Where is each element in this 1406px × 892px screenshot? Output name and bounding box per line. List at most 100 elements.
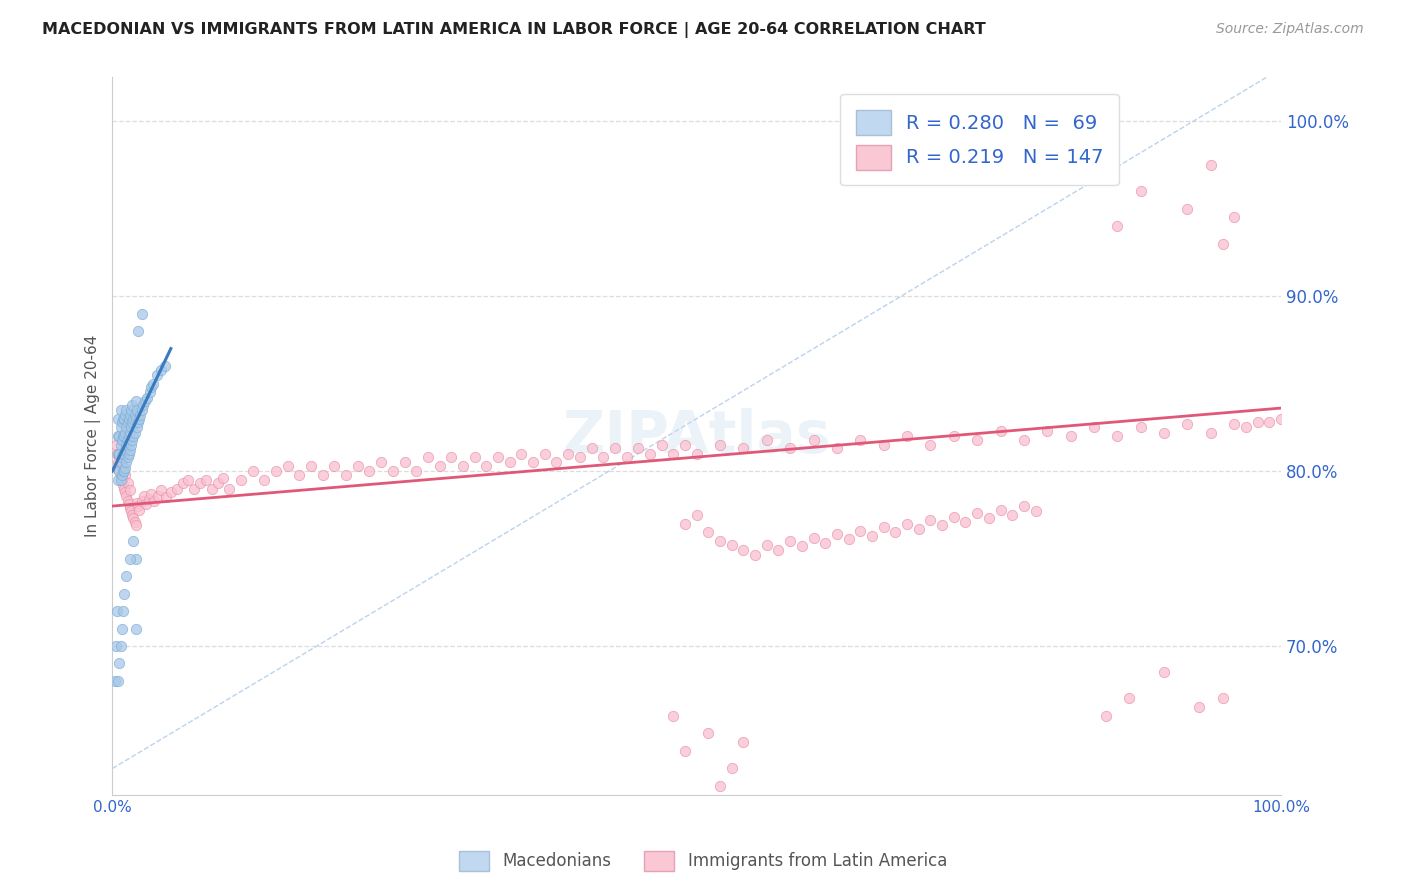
- Point: [131, 493, 153, 508]
- Point: [673, 438, 696, 452]
- Point: [194, 473, 217, 487]
- Point: [662, 446, 685, 460]
- Point: [121, 398, 143, 412]
- Point: [440, 450, 463, 464]
- Point: [110, 473, 132, 487]
- Point: [872, 438, 894, 452]
- Point: [122, 534, 145, 549]
- Point: [155, 491, 177, 505]
- Point: [146, 368, 169, 382]
- Point: [111, 411, 134, 425]
- Point: [860, 529, 883, 543]
- Point: [118, 500, 141, 515]
- Point: [112, 446, 135, 460]
- Point: [1212, 236, 1234, 251]
- Point: [166, 482, 188, 496]
- Point: [1223, 417, 1246, 431]
- Point: [112, 411, 135, 425]
- Point: [790, 539, 813, 553]
- Point: [111, 415, 134, 429]
- Point: [755, 433, 778, 447]
- Point: [115, 489, 138, 503]
- Point: [1177, 202, 1199, 216]
- Point: [135, 497, 157, 511]
- Point: [128, 502, 150, 516]
- Point: [110, 438, 132, 452]
- Point: [120, 420, 142, 434]
- Point: [172, 476, 194, 491]
- Point: [370, 455, 392, 469]
- Point: [125, 551, 148, 566]
- Point: [111, 446, 134, 460]
- Point: [117, 415, 139, 429]
- Point: [120, 402, 142, 417]
- Point: [616, 450, 638, 464]
- Point: [779, 442, 801, 456]
- Point: [112, 464, 135, 478]
- Point: [124, 425, 146, 440]
- Point: [110, 402, 132, 417]
- Text: ZIPAtlas: ZIPAtlas: [562, 408, 831, 465]
- Point: [183, 482, 205, 496]
- Point: [118, 446, 141, 460]
- Point: [150, 483, 173, 498]
- Point: [108, 657, 131, 671]
- Point: [118, 411, 141, 425]
- Point: [557, 446, 579, 460]
- Point: [111, 460, 134, 475]
- Point: [1012, 433, 1035, 447]
- Point: [896, 516, 918, 531]
- Point: [108, 446, 131, 460]
- Point: [136, 391, 159, 405]
- Point: [121, 508, 143, 522]
- Point: [662, 709, 685, 723]
- Point: [112, 586, 135, 600]
- Point: [288, 467, 311, 482]
- Point: [134, 394, 156, 409]
- Point: [464, 450, 486, 464]
- Point: [129, 408, 152, 422]
- Point: [405, 464, 427, 478]
- Point: [451, 458, 474, 473]
- Point: [1177, 417, 1199, 431]
- Point: [127, 499, 149, 513]
- Point: [104, 639, 127, 653]
- Point: [117, 493, 139, 508]
- Point: [1001, 508, 1024, 522]
- Point: [115, 569, 138, 583]
- Point: [1212, 691, 1234, 706]
- Point: [838, 533, 860, 547]
- Point: [522, 455, 544, 469]
- Point: [107, 411, 129, 425]
- Point: [323, 458, 346, 473]
- Point: [127, 324, 149, 338]
- Point: [105, 604, 128, 618]
- Point: [1199, 425, 1222, 440]
- Point: [814, 536, 837, 550]
- Point: [1012, 499, 1035, 513]
- Point: [108, 429, 131, 443]
- Point: [1025, 504, 1047, 518]
- Point: [124, 408, 146, 422]
- Point: [125, 518, 148, 533]
- Point: [942, 429, 965, 443]
- Point: [111, 455, 134, 469]
- Point: [218, 482, 240, 496]
- Point: [108, 464, 131, 478]
- Point: [429, 458, 451, 473]
- Point: [118, 483, 141, 498]
- Point: [346, 458, 368, 473]
- Point: [253, 473, 276, 487]
- Point: [825, 527, 848, 541]
- Point: [132, 489, 155, 503]
- Point: [142, 376, 165, 391]
- Point: [849, 433, 872, 447]
- Point: [115, 455, 138, 469]
- Point: [603, 442, 626, 456]
- Point: [394, 455, 416, 469]
- Point: [966, 506, 988, 520]
- Point: [111, 467, 134, 482]
- Point: [1129, 184, 1152, 198]
- Point: [990, 424, 1012, 438]
- Point: [581, 442, 603, 456]
